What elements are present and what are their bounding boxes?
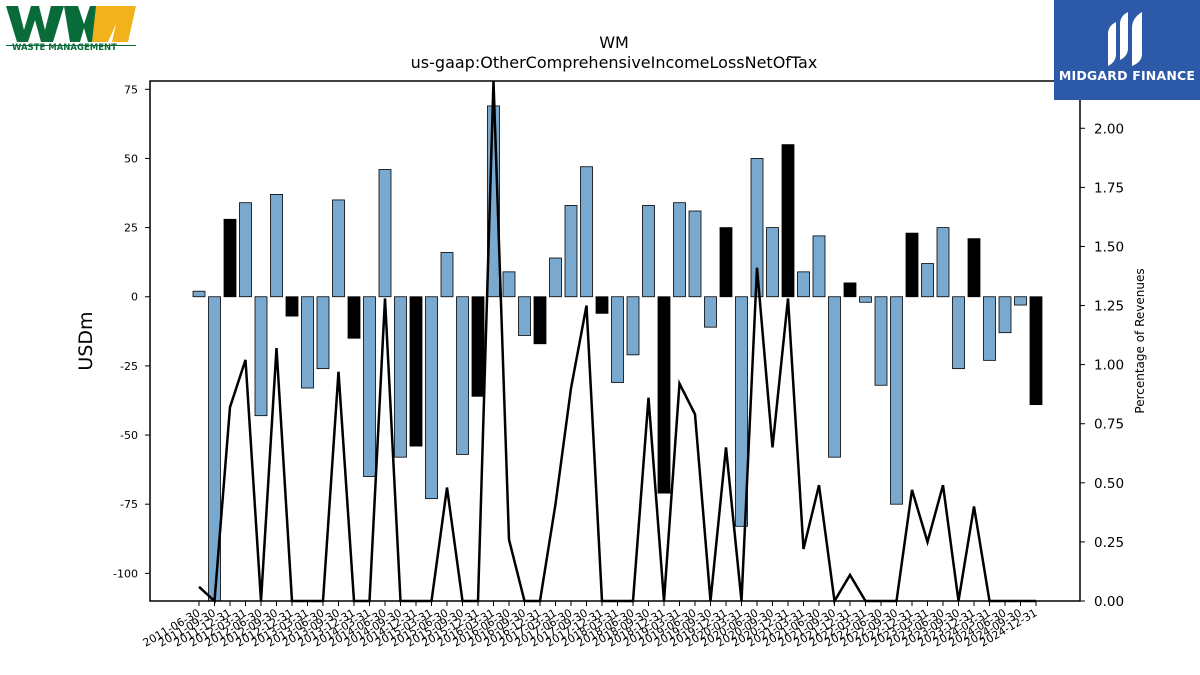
bar (425, 296, 438, 500)
bar (657, 296, 671, 494)
bar (502, 271, 516, 298)
bar (797, 271, 810, 298)
chart-title: WM (599, 33, 629, 52)
y2-tick-label: 1.75 (1094, 180, 1124, 196)
bar (378, 169, 392, 298)
bar (254, 296, 268, 417)
bar (735, 296, 748, 527)
y2-tick-label: 1.25 (1094, 299, 1124, 315)
bars-group (192, 105, 1043, 602)
bar (270, 193, 283, 298)
bar (223, 218, 237, 298)
bar (921, 263, 934, 298)
y-tick-label: 50 (124, 152, 138, 165)
bar (456, 296, 469, 455)
bar (905, 232, 919, 298)
bar (580, 166, 593, 298)
bar (316, 296, 330, 370)
bar (611, 296, 624, 383)
y2-axis-label: Percentage of Revenues (1133, 268, 1147, 413)
right-axis: 0.00 0.25 0.50 0.75 1.00 1.25 1.50 1.75 2.00 (1080, 121, 1124, 610)
bar (549, 257, 562, 298)
bar (704, 296, 717, 328)
bar (409, 296, 423, 447)
y-tick-label: 25 (124, 222, 138, 235)
y2-tick-label: 2.00 (1094, 121, 1124, 137)
bar (890, 296, 903, 505)
bar (688, 210, 702, 298)
bar (533, 296, 547, 345)
midgard-finance-text: MIDGARD FINANCE (1058, 68, 1196, 83)
y-tick-label: -100 (113, 567, 138, 580)
bar (239, 202, 252, 298)
y-tick-label: -25 (120, 360, 138, 373)
bar (936, 227, 950, 298)
bar (719, 227, 733, 298)
y2-tick-label: 1.50 (1094, 239, 1124, 255)
y2-tick-label: 0.50 (1094, 476, 1124, 492)
bar (750, 158, 764, 298)
y2-tick-label: 0.00 (1094, 594, 1124, 610)
plot-frame (149, 80, 1081, 602)
bar (781, 144, 795, 298)
y-axis-label: USDm (75, 311, 97, 370)
bar (673, 202, 686, 298)
midgard-finance-logo: MIDGARD FINANCE (1054, 0, 1200, 100)
bar (1014, 296, 1027, 306)
bar (192, 290, 206, 298)
bar (363, 296, 376, 477)
bar (642, 205, 655, 298)
bar (285, 296, 299, 317)
bar (952, 296, 965, 370)
bar (828, 296, 841, 458)
bar (812, 235, 826, 298)
x-axis: 2011-06-302011-09-302011-12-312012-03-31… (141, 601, 1040, 650)
y2-tick-label: 1.00 (1094, 358, 1124, 374)
bar (859, 296, 872, 303)
waste-management-caption: WASTE MANAGEMENT (12, 43, 117, 53)
bar (874, 296, 888, 386)
bar (1029, 296, 1043, 406)
y2-tick-label: 0.75 (1094, 417, 1124, 433)
bar (301, 296, 314, 389)
chart-subtitle: us-gaap:OtherComprehensiveIncomeLossNetO… (411, 53, 818, 72)
bar (626, 296, 640, 356)
waste-management-logo: WASTE MANAGEMENT (4, 4, 138, 56)
y-tick-label: -75 (120, 498, 138, 511)
bar (766, 227, 779, 298)
bar (347, 296, 361, 339)
midgard-mark-icon (1108, 12, 1142, 66)
bar (843, 282, 857, 298)
bar (518, 296, 531, 336)
y-tick-label: 0 (131, 291, 138, 304)
bar (471, 296, 485, 397)
y-tick-label: -50 (120, 429, 138, 442)
bar (983, 296, 996, 361)
bar (332, 199, 345, 298)
bar (394, 296, 407, 458)
bar (564, 205, 578, 298)
bar (440, 252, 454, 298)
left-axis: -100 -75 -50 -25 0 25 50 75 (113, 83, 150, 580)
y2-tick-label: 0.25 (1094, 535, 1124, 551)
bar (998, 296, 1012, 334)
bar (595, 296, 609, 314)
bar (967, 238, 981, 298)
y-tick-label: 75 (124, 83, 138, 96)
